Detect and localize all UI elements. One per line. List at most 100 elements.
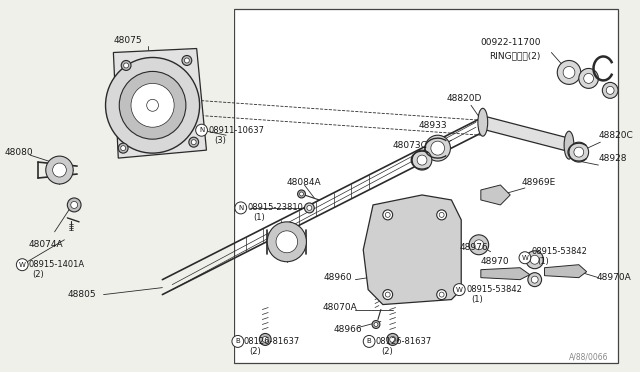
Circle shape	[436, 290, 447, 299]
Text: W: W	[522, 255, 529, 261]
Circle shape	[528, 273, 541, 286]
Text: 48976: 48976	[460, 243, 488, 252]
Circle shape	[119, 71, 186, 139]
Circle shape	[385, 292, 390, 297]
Circle shape	[412, 150, 432, 170]
Circle shape	[307, 205, 312, 211]
Text: 08126-81637: 08126-81637	[244, 337, 300, 346]
Circle shape	[118, 143, 128, 153]
Text: 48969E: 48969E	[522, 177, 556, 186]
Text: 08911-10637: 08911-10637	[209, 126, 264, 135]
Text: (2): (2)	[250, 347, 261, 356]
Polygon shape	[481, 268, 530, 280]
Circle shape	[106, 58, 200, 153]
Circle shape	[121, 61, 131, 70]
Circle shape	[531, 255, 539, 264]
Circle shape	[606, 86, 614, 94]
Text: 48073C: 48073C	[392, 141, 428, 150]
Text: (3): (3)	[214, 136, 226, 145]
Text: 08915-53842: 08915-53842	[466, 285, 522, 294]
Circle shape	[584, 73, 593, 83]
Text: 48820D: 48820D	[447, 94, 482, 103]
Polygon shape	[545, 265, 587, 278]
Polygon shape	[481, 115, 571, 152]
Circle shape	[387, 333, 399, 346]
Text: (2): (2)	[32, 270, 44, 279]
Circle shape	[235, 202, 246, 214]
Text: RINGリング(2): RINGリング(2)	[489, 51, 540, 60]
Text: B: B	[236, 339, 240, 344]
Text: (1): (1)	[538, 257, 549, 266]
Circle shape	[574, 147, 584, 157]
FancyBboxPatch shape	[4, 9, 234, 363]
Circle shape	[259, 333, 271, 346]
Text: 08126-81637: 08126-81637	[375, 337, 431, 346]
Circle shape	[298, 190, 305, 198]
Circle shape	[602, 82, 618, 98]
Circle shape	[563, 67, 575, 78]
Circle shape	[383, 290, 392, 299]
Circle shape	[121, 146, 125, 151]
Text: 08915-1401A: 08915-1401A	[28, 260, 84, 269]
Circle shape	[417, 155, 427, 165]
Circle shape	[268, 222, 307, 262]
Circle shape	[182, 55, 192, 65]
Circle shape	[390, 336, 396, 342]
Text: 48820C: 48820C	[598, 131, 633, 140]
Text: (2): (2)	[381, 347, 392, 356]
Circle shape	[189, 137, 198, 147]
Circle shape	[469, 235, 489, 255]
Circle shape	[474, 240, 484, 250]
Circle shape	[453, 283, 465, 296]
Text: N: N	[199, 127, 204, 133]
Text: B: B	[367, 339, 371, 344]
Circle shape	[71, 202, 77, 208]
Text: A/88/0066: A/88/0066	[569, 353, 609, 362]
Circle shape	[364, 336, 375, 347]
Text: 48070A: 48070A	[322, 303, 357, 312]
Polygon shape	[481, 185, 510, 205]
Ellipse shape	[478, 108, 488, 136]
Circle shape	[439, 292, 444, 297]
Text: N: N	[238, 205, 243, 211]
Circle shape	[147, 99, 159, 111]
Circle shape	[131, 83, 174, 127]
Circle shape	[526, 251, 543, 269]
Text: 08915-53842: 08915-53842	[532, 247, 588, 256]
Circle shape	[372, 321, 380, 328]
Text: 48966: 48966	[334, 325, 362, 334]
Circle shape	[385, 212, 390, 217]
FancyBboxPatch shape	[234, 9, 618, 363]
Circle shape	[276, 231, 298, 253]
Circle shape	[124, 63, 129, 68]
Circle shape	[439, 212, 444, 217]
Text: 48933: 48933	[418, 121, 447, 130]
Circle shape	[431, 141, 445, 155]
Circle shape	[557, 61, 580, 84]
Circle shape	[262, 336, 268, 342]
Circle shape	[425, 135, 451, 161]
Circle shape	[374, 323, 378, 327]
Circle shape	[579, 68, 598, 89]
Text: 48805: 48805	[67, 290, 96, 299]
Text: 48970: 48970	[481, 257, 509, 266]
Circle shape	[519, 252, 531, 264]
Text: 48084A: 48084A	[287, 177, 321, 186]
Text: 08915-23810: 08915-23810	[248, 203, 303, 212]
Circle shape	[141, 93, 164, 117]
Circle shape	[191, 140, 196, 145]
Circle shape	[436, 210, 447, 220]
Circle shape	[17, 259, 28, 271]
Circle shape	[383, 210, 392, 220]
Polygon shape	[113, 48, 207, 158]
Text: (1): (1)	[471, 295, 483, 304]
Text: 48080: 48080	[4, 148, 33, 157]
Circle shape	[184, 58, 189, 63]
Polygon shape	[364, 195, 461, 305]
Circle shape	[196, 124, 207, 136]
Circle shape	[531, 276, 538, 283]
Text: 48928: 48928	[598, 154, 627, 163]
Text: 48960: 48960	[324, 273, 353, 282]
Text: 48970A: 48970A	[596, 273, 631, 282]
Ellipse shape	[564, 131, 574, 159]
